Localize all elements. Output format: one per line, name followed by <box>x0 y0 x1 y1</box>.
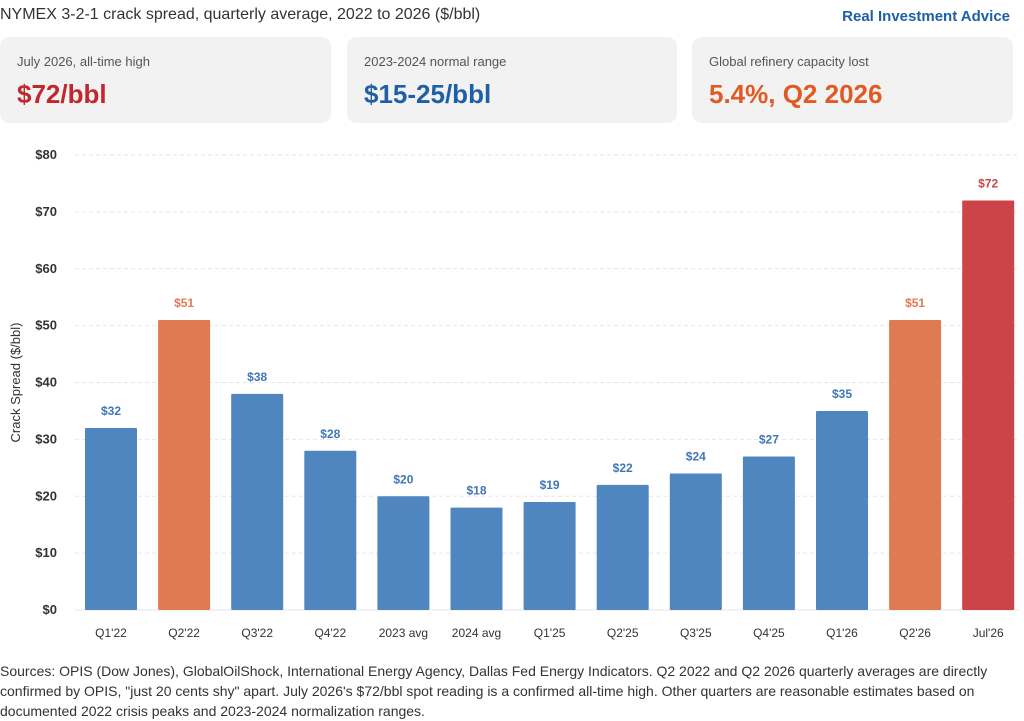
x-tick-label: Q3'25 <box>680 626 712 640</box>
stat-card-all-time-high: July 2026, all-time high $72/bbl <box>0 37 331 123</box>
data-label: $19 <box>540 478 560 492</box>
x-tick-label: Q4'22 <box>314 626 346 640</box>
y-tick-label: $20 <box>35 488 57 503</box>
y-tick-label: $10 <box>35 545 57 560</box>
x-tick-label: Q2'22 <box>168 626 200 640</box>
bar <box>742 456 795 610</box>
data-label: $38 <box>247 370 267 384</box>
data-label: $32 <box>101 404 121 418</box>
x-tick-label: Q1'25 <box>534 626 566 640</box>
stat-card-value: $15-25/bbl <box>364 79 492 109</box>
chart-title: NYMEX 3-2-1 crack spread, quarterly aver… <box>0 6 481 23</box>
bar <box>523 501 576 610</box>
data-label: $28 <box>320 427 340 441</box>
x-tick-label: Q1'26 <box>826 626 858 640</box>
y-tick-label: $40 <box>35 375 57 390</box>
data-label: $24 <box>686 450 706 464</box>
x-tick-label: Q4'25 <box>753 626 785 640</box>
stat-card-value: 5.4%, Q2 2026 <box>709 79 883 109</box>
y-tick-label: $50 <box>35 318 57 333</box>
data-label: $27 <box>759 432 779 446</box>
x-tick-label: 2023 avg <box>379 626 428 640</box>
data-label: $35 <box>832 387 852 401</box>
y-tick-label: $70 <box>35 204 57 219</box>
y-tick-label: $60 <box>35 261 57 276</box>
data-label: $72 <box>978 177 998 191</box>
data-label: $20 <box>393 472 413 486</box>
y-tick-label: $0 <box>43 602 57 617</box>
stat-card-capacity-lost: Global refinery capacity lost 5.4%, Q2 2… <box>692 37 1013 123</box>
bar <box>962 200 1015 610</box>
bar <box>377 496 430 610</box>
stat-card-label: Global refinery capacity lost <box>709 54 869 69</box>
x-tick-label: Q1'22 <box>95 626 127 640</box>
bar <box>231 393 284 610</box>
y-tick-label: $80 <box>35 147 57 162</box>
data-label: $51 <box>905 296 925 310</box>
bar <box>596 484 649 610</box>
y-tick-label: $30 <box>35 431 57 446</box>
bar-chart: $0 $10 $20 $30 $40 $50 $60 $70 $80 Crack Spread (… <box>8 147 1020 640</box>
bar <box>669 473 722 610</box>
stat-card-normal-range: 2023-2024 normal range $15-25/bbl <box>347 37 677 123</box>
x-tick-label: Jul'26 <box>973 626 1004 640</box>
y-axis-label: Crack Spread ($/bbl) <box>8 323 23 443</box>
x-tick-label: 2024 avg <box>452 626 501 640</box>
bar <box>158 319 211 610</box>
data-label: $22 <box>613 461 633 475</box>
bar <box>450 507 503 610</box>
bar <box>85 428 137 610</box>
stat-card-label: July 2026, all-time high <box>17 54 150 69</box>
bar <box>889 319 942 610</box>
bar <box>816 410 868 610</box>
data-label: $18 <box>466 484 486 498</box>
x-tick-label: Q3'22 <box>241 626 273 640</box>
stat-card-label: 2023-2024 normal range <box>364 54 507 69</box>
x-tick-label: Q2'25 <box>607 626 639 640</box>
sources-note: Sources: OPIS (Dow Jones), GlobalOilShoc… <box>0 663 988 719</box>
data-label: $51 <box>174 296 194 310</box>
bar <box>304 450 357 610</box>
x-tick-label: Q2'26 <box>899 626 931 640</box>
brand-label: Real Investment Advice <box>842 8 1010 25</box>
stat-card-value: $72/bbl <box>17 79 107 109</box>
